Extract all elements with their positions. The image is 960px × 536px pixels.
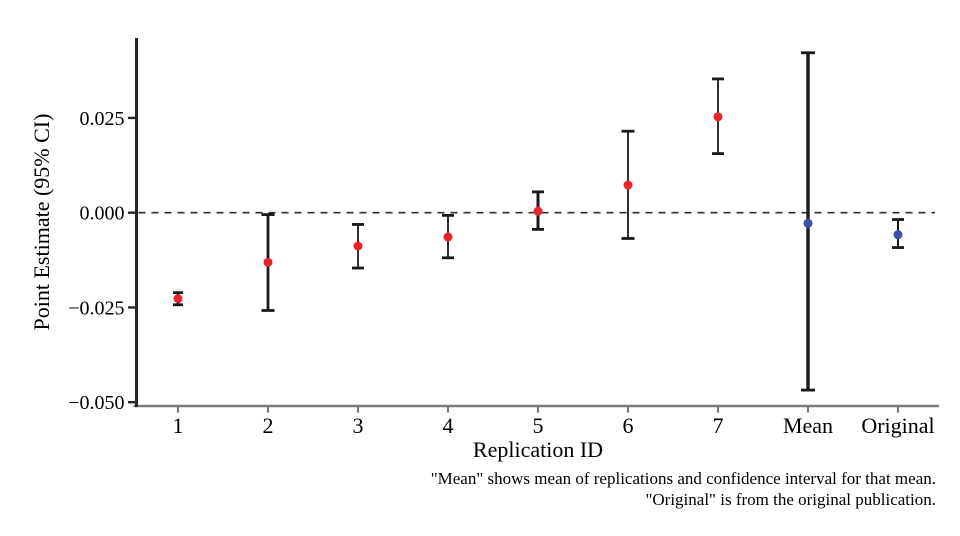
x-tick-label-Original: Original bbox=[861, 413, 934, 438]
x-tick-label-Mean: Mean bbox=[783, 413, 833, 438]
y-tick-label-0.000: 0.000 bbox=[80, 203, 125, 225]
x-tick-label-1: 1 bbox=[173, 413, 184, 438]
point-estimate-5 bbox=[533, 206, 543, 216]
x-tick-label-3: 3 bbox=[353, 413, 364, 438]
datum-6 bbox=[621, 129, 635, 240]
datum-5 bbox=[532, 190, 544, 231]
point-estimate-3 bbox=[353, 241, 363, 251]
datum-Original bbox=[892, 218, 904, 249]
point-estimate-Mean bbox=[803, 218, 813, 228]
x-tick-label-2: 2 bbox=[263, 413, 274, 438]
figure-caption: "Mean" shows mean of replications and co… bbox=[431, 468, 936, 510]
point-estimate-2 bbox=[263, 257, 273, 267]
x-tick-label-7: 7 bbox=[713, 413, 724, 438]
y-axis-title: Point Estimate (95% CI) bbox=[29, 113, 54, 331]
x-tick-label-6: 6 bbox=[623, 413, 634, 438]
point-estimate-Original bbox=[893, 230, 903, 240]
y-tick-label-−0.050: −0.050 bbox=[68, 392, 124, 414]
caption-line-2: "Original" is from the original publicat… bbox=[645, 490, 936, 509]
x-axis-title: Replication ID bbox=[472, 437, 604, 462]
point-estimate-6 bbox=[623, 180, 633, 190]
datum-Mean bbox=[801, 51, 815, 392]
point-estimate-4 bbox=[443, 232, 453, 242]
datum-4 bbox=[442, 213, 454, 260]
y-tick-label-−0.025: −0.025 bbox=[68, 297, 124, 319]
datum-3 bbox=[352, 223, 364, 270]
datum-7 bbox=[712, 77, 724, 155]
x-tick-label-5: 5 bbox=[533, 413, 544, 438]
y-tick-label-0.025: 0.025 bbox=[80, 108, 125, 130]
datum-2 bbox=[261, 213, 275, 312]
point-estimate-7 bbox=[713, 112, 723, 122]
datum-1 bbox=[173, 291, 183, 307]
x-tick-label-4: 4 bbox=[443, 413, 454, 438]
caption-line-1: "Mean" shows mean of replications and co… bbox=[430, 469, 936, 488]
point-estimate-1 bbox=[173, 294, 183, 304]
